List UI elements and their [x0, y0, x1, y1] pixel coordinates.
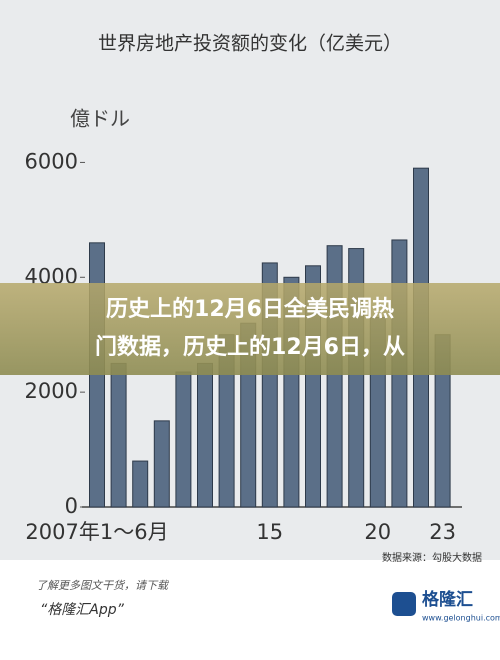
- x-tick-label: 15: [256, 520, 283, 544]
- brand-site: www.gelonghui.com: [422, 614, 500, 623]
- bar: [132, 460, 149, 508]
- footer-hint: 了解更多图文干货，请下载: [36, 579, 170, 592]
- y-tick-label: 2000: [25, 379, 78, 403]
- bar: [175, 371, 192, 508]
- y-axis-label: 億ドル: [70, 107, 130, 131]
- bar: [110, 362, 127, 508]
- x-tick-label: 20: [364, 520, 391, 544]
- bar: [153, 420, 170, 508]
- source: 数据来源：勾股大数据: [382, 551, 482, 564]
- headline-banner: [0, 283, 500, 375]
- x-tick-label: 23: [429, 520, 456, 544]
- headline: 历史上的12月6日全美民调热: [106, 296, 394, 322]
- footer-app: “格隆汇App”: [40, 602, 125, 618]
- x-tick-label: 2007年1～6月: [25, 520, 168, 544]
- y-tick-label: 0: [65, 494, 78, 518]
- brand-name: 格隆汇: [422, 589, 473, 610]
- y-tick-label: 6000: [25, 149, 78, 173]
- headline: 门数据，历史上的12月6日，从: [95, 334, 405, 360]
- bar: [197, 362, 213, 508]
- brand-logo: [392, 592, 416, 616]
- chart-title: 世界房地产投资额的变化（亿美元）: [98, 33, 402, 55]
